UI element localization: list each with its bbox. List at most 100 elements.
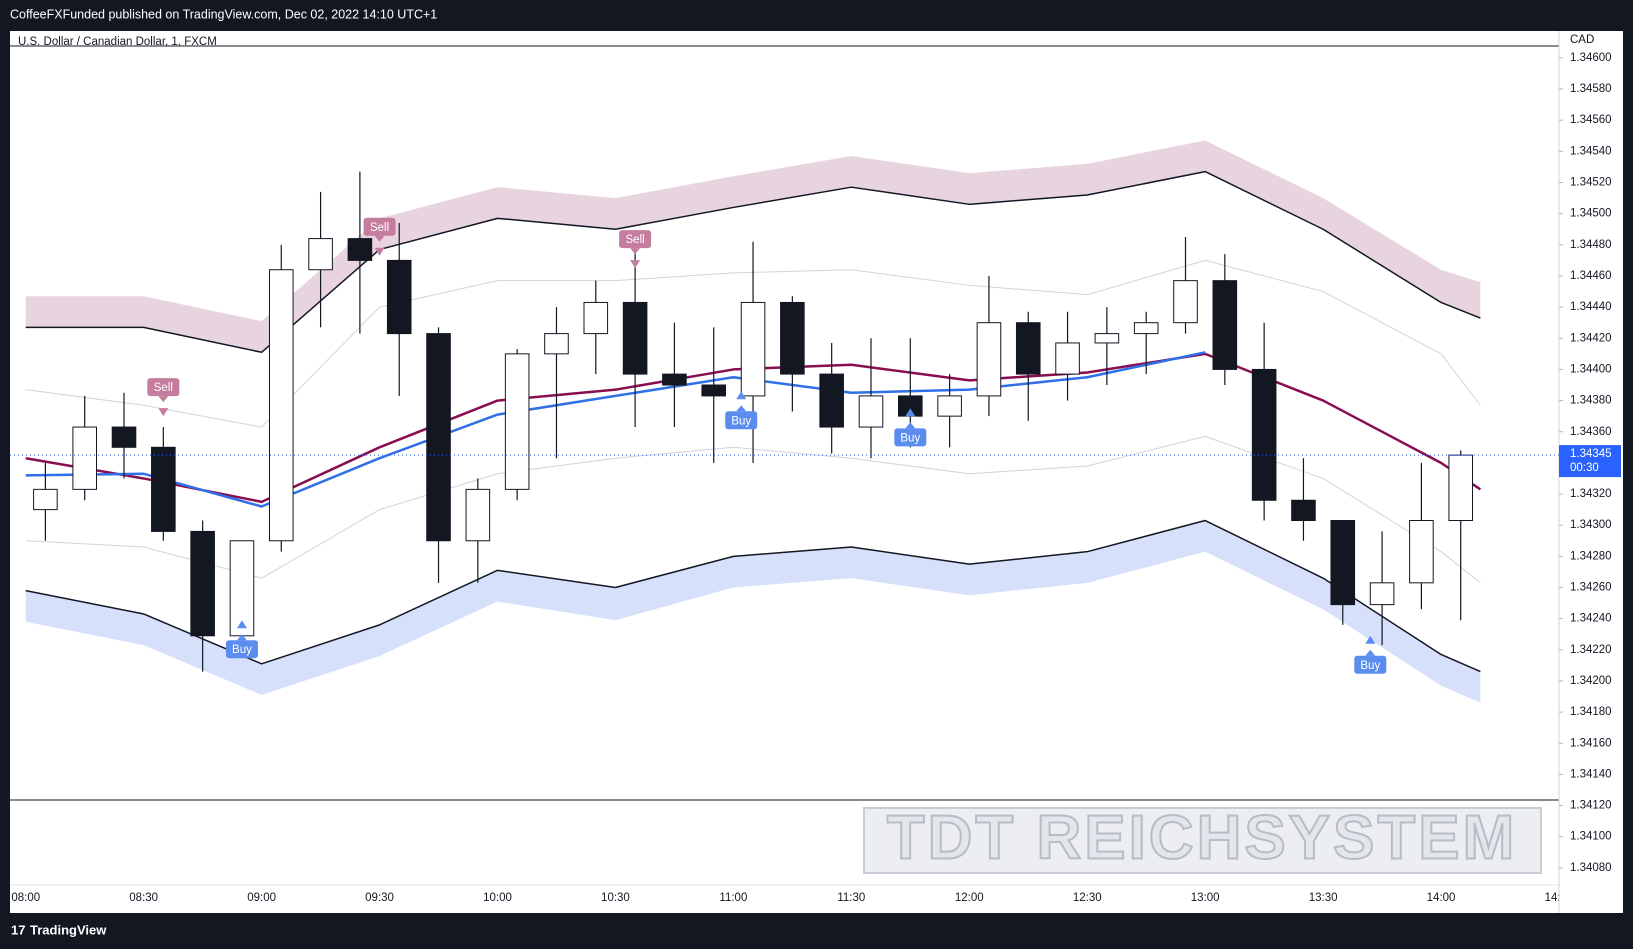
- candle-body: [111, 426, 137, 448]
- y-tick-label: 1.34160: [1570, 737, 1612, 749]
- signal-label: Buy: [900, 432, 920, 444]
- last-price-label: 1.34345: [1570, 448, 1612, 460]
- signal-arrow: [236, 620, 247, 629]
- y-tick-label: 1.34300: [1570, 519, 1612, 531]
- y-tick-label: 1.34280: [1570, 550, 1612, 562]
- x-tick-label: 11:30: [837, 892, 865, 904]
- x-tick-label: 08:00: [11, 892, 40, 904]
- candle-body: [622, 301, 648, 375]
- y-tick-label: 1.34080: [1570, 862, 1612, 874]
- signal-label: Buy: [232, 644, 252, 656]
- y-tick-label: 1.34440: [1570, 301, 1612, 313]
- signal-pointer: [374, 235, 385, 242]
- y-tick-label: 1.34560: [1570, 114, 1612, 126]
- candle-body: [1212, 280, 1238, 370]
- brand-logo: 17: [11, 922, 25, 937]
- signal-box: [147, 378, 180, 397]
- signal-box: [1354, 655, 1387, 674]
- x-tick-label: 13:30: [1309, 892, 1338, 904]
- x-tick-label: 12:00: [955, 892, 984, 904]
- y-tick-label: 1.34240: [1570, 613, 1612, 625]
- signal-pointer: [630, 248, 641, 255]
- candle-body: [1330, 520, 1356, 606]
- candle-body: [151, 446, 176, 532]
- y-tick-label: 1.34460: [1570, 270, 1612, 282]
- signal-label: Buy: [1360, 660, 1380, 672]
- signal-box: [363, 217, 396, 236]
- x-tick-label: 14:30: [1545, 892, 1574, 904]
- candle-body: [504, 353, 530, 490]
- signal-box: [725, 411, 758, 430]
- candle-body: [740, 301, 766, 397]
- signal-arrow: [1365, 635, 1376, 644]
- y-tick-label: 1.34220: [1570, 644, 1612, 656]
- signal-pointer: [905, 422, 916, 429]
- candle-body: [1409, 520, 1434, 584]
- axes: 1.34080 1.34100 1.34120 1.34140 1.34160 1.341…: [10, 52, 1621, 874]
- candle-body: [72, 426, 97, 490]
- y-tick-label: 1.34400: [1570, 363, 1612, 375]
- signal-pointer: [236, 634, 247, 641]
- indicator-line: [25, 519, 1481, 673]
- candle-body: [976, 322, 1002, 397]
- brand: TradingView: [30, 922, 107, 937]
- candle-body: [780, 301, 805, 375]
- signal-arrow: [630, 260, 641, 269]
- plot: 08:00 08:30 09:00 09:30 10:00 10:30 11:00 11:30…: [11, 140, 1574, 904]
- y-tick-label: 1.34580: [1570, 83, 1612, 95]
- signal-pointer: [158, 396, 169, 403]
- candle-body: [1094, 333, 1120, 344]
- symbol-title: U.S. Dollar / Canadian Dollar, 1, FXCM: [18, 36, 217, 48]
- candle-body: [858, 395, 884, 428]
- candle-body: [701, 384, 727, 397]
- y-tick-label: 1.34420: [1570, 332, 1612, 344]
- candle-body: [308, 238, 333, 271]
- candle-body: [1251, 368, 1277, 501]
- candle-body: [583, 301, 609, 335]
- x-tick-label: 09:00: [247, 892, 276, 904]
- signal-label: Sell: [626, 234, 645, 246]
- watermark: TDT REICHSYSTEM: [887, 803, 1518, 872]
- y-tick-label: 1.34200: [1570, 675, 1612, 687]
- signal-label: Sell: [154, 382, 173, 394]
- candle-body: [1015, 322, 1041, 375]
- candle-body: [190, 530, 215, 637]
- last-price-tag: [1559, 445, 1621, 478]
- x-tick-label: 10:00: [483, 892, 512, 904]
- band-area: [25, 520, 1481, 703]
- candle-body: [544, 333, 569, 355]
- x-tick-label: 13:00: [1191, 892, 1220, 904]
- candle-body: [1055, 342, 1080, 375]
- signal-arrow: [374, 247, 385, 256]
- candle-body: [1448, 454, 1474, 522]
- candle-body: [1133, 322, 1159, 335]
- y-tick-label: 1.34540: [1570, 145, 1612, 157]
- countdown-label: 00:30: [1570, 462, 1599, 474]
- candle-body: [426, 333, 451, 542]
- candle-body: [268, 269, 294, 542]
- y-tick-label: 1.34320: [1570, 488, 1612, 500]
- signal-pointer: [736, 405, 747, 412]
- y-tick-label: 1.34180: [1570, 706, 1612, 718]
- x-tick-label: 08:30: [129, 892, 158, 904]
- candle-body: [937, 395, 962, 417]
- y-tick-label: 1.34520: [1570, 177, 1612, 189]
- y-tick-label: 1.34260: [1570, 582, 1612, 594]
- signal-arrow: [158, 408, 169, 417]
- candle-body: [465, 488, 491, 542]
- signal-label: Sell: [370, 222, 389, 234]
- indicator-line: [25, 351, 1206, 508]
- watermark-box: [863, 807, 1542, 874]
- y-tick-label: 1.34140: [1570, 768, 1612, 780]
- right-edge: [1623, 31, 1633, 913]
- signal-arrow: [736, 391, 747, 400]
- candle-body: [33, 488, 58, 511]
- signal-box: [619, 230, 652, 249]
- candle-body: [386, 259, 412, 335]
- y-tick-label: 1.34360: [1570, 426, 1612, 438]
- candle-body: [1369, 582, 1395, 606]
- y-tick-label: 1.34100: [1570, 831, 1612, 843]
- publisher-text: CoffeeFXFunded published on TradingView.…: [10, 7, 437, 21]
- signal-pointer: [1365, 649, 1376, 656]
